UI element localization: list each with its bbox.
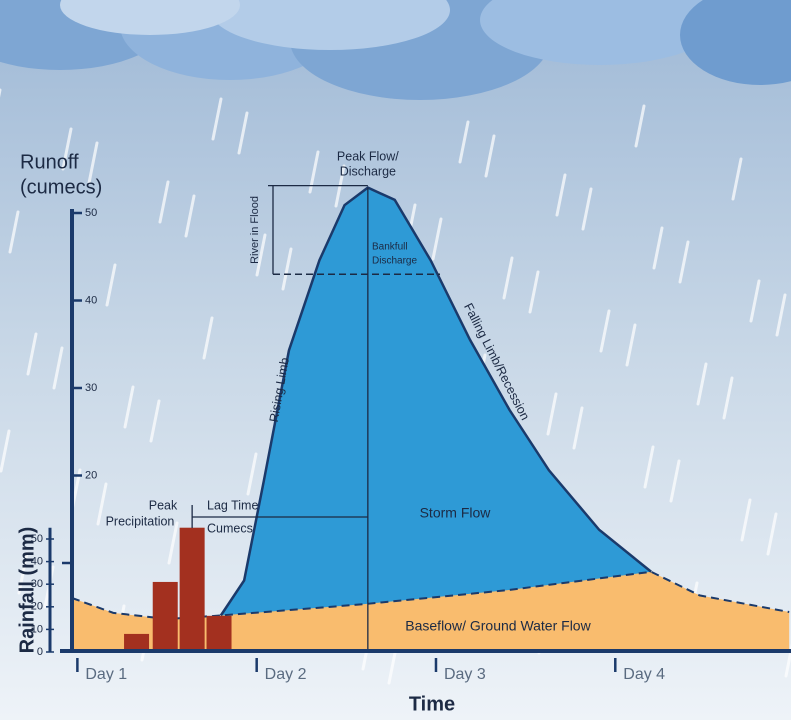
annotation: Peak [149, 498, 178, 512]
legend-label: Storm Flow [420, 505, 492, 521]
annotation: Discharge [340, 164, 396, 178]
rain-tick-label: 50 [31, 533, 43, 545]
rain-drop [458, 120, 470, 164]
rain-drop [572, 406, 584, 450]
rainfall-bar [152, 581, 178, 652]
rain-drop [634, 104, 646, 148]
rain-drop [255, 233, 267, 277]
rain-drop [61, 127, 73, 171]
y-tick-label: 30 [85, 382, 97, 394]
rain-drop [749, 279, 761, 323]
rain-tick-label: 10 [31, 623, 43, 635]
y-tick-label: 50 [85, 207, 97, 219]
x-axis-title: Time [409, 693, 455, 715]
storm-area [220, 187, 652, 651]
rain-drop [167, 521, 179, 565]
annotation: River in Flood [249, 196, 261, 264]
rain-drop [246, 452, 258, 496]
clouds [0, 0, 791, 100]
annotation: Peak Flow/ [337, 149, 399, 163]
x-tick-label: Day 4 [623, 666, 665, 683]
rain-drop [625, 323, 637, 367]
rain-drop [184, 194, 196, 238]
rain-drop [105, 263, 117, 307]
rain-drop [26, 332, 38, 376]
rain-drop [546, 392, 558, 436]
annotation: Bankfull [372, 242, 408, 253]
rain-drop [211, 97, 223, 141]
storm-line [219, 186, 652, 617]
x-tick-label: Day 2 [265, 666, 307, 683]
rainfall-bar [206, 615, 232, 652]
rain-drop [431, 217, 443, 261]
rain-drop [96, 482, 108, 526]
rain-drop [722, 376, 734, 420]
rain-drop [87, 141, 99, 185]
y-tick-label: 40 [85, 294, 97, 306]
rain-drop [158, 180, 170, 224]
rain-tick-label: 20 [31, 601, 43, 613]
rain-drop [731, 157, 743, 201]
rain-drop [0, 429, 11, 473]
x-tick-label: Day 1 [85, 666, 127, 683]
rain-drop [740, 498, 752, 542]
rain-drop [784, 643, 791, 678]
rain-drop [528, 270, 540, 314]
rain-drop [643, 445, 655, 489]
rain-drop [123, 385, 135, 429]
rain-drop [17, 551, 29, 595]
x-tick-label: Day 3 [444, 666, 486, 683]
rain-tick-label: 30 [31, 578, 43, 590]
rain-drop [599, 309, 611, 353]
legend-label: Baseflow/ Ground Water Flow [405, 618, 591, 634]
y-tick-label: 20 [85, 469, 97, 481]
rain-drop [678, 240, 690, 284]
rainfall-bar [124, 633, 150, 652]
rain-axis-title: Rainfall (mm) [16, 527, 38, 654]
y-axis-title: (cumecs) [20, 176, 102, 198]
rain-drop [52, 346, 64, 390]
rain-drop [484, 134, 496, 178]
rain-drop [202, 316, 214, 360]
rain-drop [696, 362, 708, 406]
rain-drop [237, 111, 249, 155]
annotation: Discharge [372, 256, 417, 267]
rain-drop [766, 512, 778, 556]
rain-drop [581, 187, 593, 231]
rain-drop [652, 226, 664, 270]
annotation: Lag Time [207, 498, 258, 512]
baseflow-area [72, 571, 790, 651]
rain-drop [775, 293, 787, 337]
rain-drop [8, 210, 20, 254]
annotation: Cumecs [207, 521, 253, 535]
rainfall-bar [179, 527, 205, 652]
annotation: Precipitation [106, 514, 175, 528]
rain-drop [149, 399, 161, 443]
y-axis-title: Runoff [20, 151, 79, 173]
rain-drop [669, 459, 681, 503]
plot-area: 20 30 40 50 0 10 20 30 40 50 Day 1 Day 2 Day 3 Day 4 R… [16, 149, 791, 715]
rain-tick-label: 0 [37, 646, 43, 658]
rain-drop [555, 173, 567, 217]
rain-drop [502, 256, 514, 300]
rain-tick-label: 40 [31, 556, 43, 568]
rain-drop [281, 247, 293, 291]
